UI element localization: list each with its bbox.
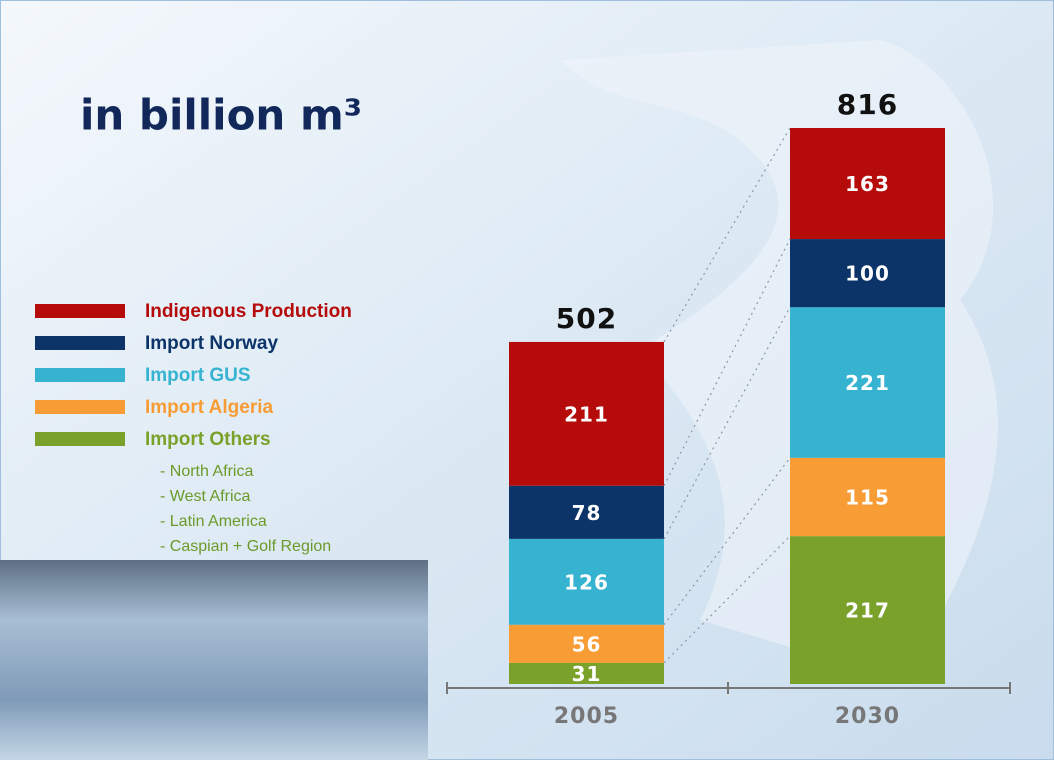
value-label: 56: [572, 632, 602, 656]
legend-subitem: - North Africa: [160, 463, 253, 480]
legend-label: Import Norway: [145, 333, 278, 354]
value-label: 100: [845, 262, 890, 286]
legend-label: Indigenous Production: [145, 301, 352, 322]
legend-swatch: [35, 336, 125, 350]
value-label: 31: [572, 662, 602, 686]
legend-swatch: [35, 432, 125, 446]
value-label: 217: [845, 599, 890, 623]
value-label: 221: [845, 371, 890, 395]
legend-subitem: - Latin America: [160, 513, 267, 530]
value-label: 78: [572, 501, 602, 525]
value-label: 163: [845, 172, 890, 196]
legend-label: Import Algeria: [145, 397, 274, 418]
legend-swatch: [35, 368, 125, 382]
x-tick-label: 2030: [835, 704, 900, 729]
legend-subitem: - West Africa: [160, 488, 250, 505]
legend-subitem: - Caspian + Golf Region: [160, 538, 331, 555]
legend-label: Import GUS: [145, 365, 251, 386]
x-tick-label: 2005: [554, 704, 619, 729]
total-label: 502: [556, 302, 617, 335]
legend-label: Import Others: [145, 429, 271, 450]
total-label: 816: [837, 88, 898, 121]
ice-photo: [0, 560, 428, 760]
chart: in billion m³ 31 56 126 78 211 502 2005 217 115 2…: [0, 0, 1054, 760]
value-label: 115: [845, 485, 890, 509]
legend-swatch: [35, 400, 125, 414]
legend-swatch: [35, 304, 125, 318]
value-label: 126: [564, 570, 609, 594]
chart-title: in billion m³: [80, 91, 362, 140]
value-label: 211: [564, 402, 609, 426]
